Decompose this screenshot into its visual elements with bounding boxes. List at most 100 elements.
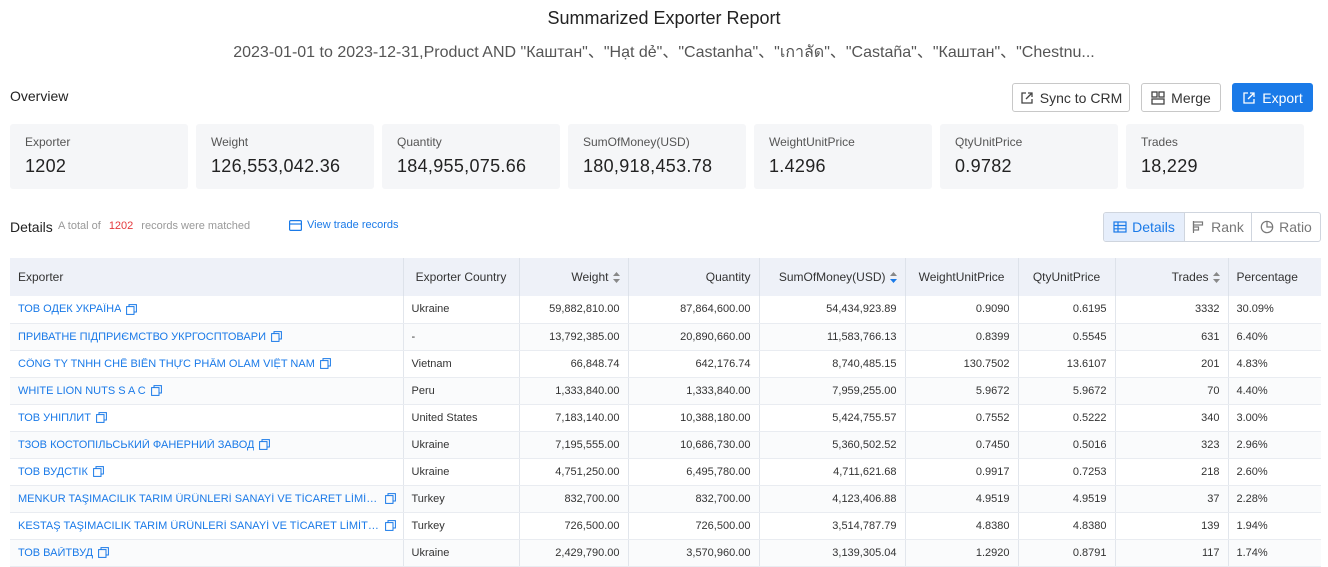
exporter-name-link[interactable]: MENKUR TAŞIMACILIK TARIM ÜRÜNLERİ SANAYİ…	[18, 492, 380, 505]
copy-icon[interactable]	[96, 412, 107, 423]
tab-ratio[interactable]: Ratio	[1251, 213, 1320, 241]
trades-cell: 139	[1114, 512, 1228, 540]
quantity-cell: 726,500.00	[627, 512, 759, 540]
copy-icon[interactable]	[319, 358, 331, 369]
weight-cell: 4,751,250.00	[518, 458, 628, 486]
exporter-cell[interactable]: ТОВ ВУДСТІК	[10, 458, 403, 486]
quantity-cell: 20,890,660.00	[627, 323, 759, 351]
column-header-exporter-country[interactable]: Exporter Country	[402, 258, 519, 296]
exporter-name-link[interactable]: CÔNG TY TNHH CHẾ BIẾN THỰC PHẨM OLAM VIỆ…	[18, 357, 315, 370]
exporter-name-link[interactable]: ТОВ ВАЙТВУД	[18, 546, 94, 559]
tab-details[interactable]: Details	[1104, 213, 1184, 241]
percentage-cell: 4.40%	[1227, 377, 1321, 405]
exporter-name-link[interactable]: KESTAŞ TAŞIMACILIK TARIM ÜRÜNLERİ SANAYİ…	[18, 519, 380, 532]
trades-cell: 340	[1114, 404, 1228, 432]
stat-value: 1202	[25, 156, 67, 176]
copy-icon[interactable]	[126, 303, 138, 315]
sort-desc-active-icon[interactable]	[889, 272, 897, 284]
copy-icon[interactable]	[150, 385, 162, 396]
copy-icon[interactable]	[385, 520, 396, 531]
qty-unit-price-cell: 4.8380	[1017, 512, 1115, 540]
country-cell: -	[402, 323, 519, 351]
sum-of-money-cell: 4,711,621.68	[758, 458, 905, 486]
exporter-cell[interactable]: WHITE LION NUTS S A C	[10, 377, 403, 405]
merge-button[interactable]: Merge	[1141, 83, 1221, 112]
table-row[interactable]: ПРИВАТНЕ ПІДПРИЄМСТВО УКРГОСПТОВАРИ -13,7…	[10, 323, 1321, 351]
stat-label: QtyUnitPrice	[955, 135, 1023, 149]
copy-icon[interactable]	[271, 331, 282, 342]
column-title: Trades	[1171, 270, 1209, 284]
export-icon	[1243, 91, 1255, 104]
exporter-name-link[interactable]: ПРИВАТНЕ ПІДПРИЄМСТВО УКРГОСПТОВАРИ	[18, 330, 266, 343]
trades-cell: 218	[1114, 458, 1228, 486]
exporter-cell[interactable]: ТЗОВ КОСТОПІЛЬСЬКИЙ ФАНЕРНИЙ ЗАВОД	[10, 431, 403, 459]
column-header-percentage[interactable]: Percentage	[1227, 258, 1321, 296]
column-header-quantity[interactable]: Quantity	[627, 258, 759, 296]
column-header-weight[interactable]: Weight	[518, 258, 628, 296]
stat-card-trades: Trades 18,229	[1126, 124, 1304, 189]
table-row[interactable]: ТОВ ВАЙТВУД Ukraine 2,429,790.00 3,570,960.…	[10, 539, 1321, 567]
sync-to-crm-label: Sync to CRM	[1039, 89, 1123, 106]
rank-bars-icon	[1193, 221, 1204, 233]
exporter-name-link[interactable]: ТОВ ВУДСТІК	[18, 465, 88, 478]
exporter-cell[interactable]: KESTAŞ TAŞIMACILIK TARIM ÜRÜNLERİ SANAYİ…	[10, 512, 403, 540]
exporter-table: Exporter Exporter Country Weight Quantit…	[10, 258, 1321, 567]
copy-icon[interactable]	[259, 439, 271, 450]
view-trade-records-link[interactable]: View trade records	[289, 219, 399, 231]
qty-unit-price-cell: 4.9519	[1017, 485, 1115, 513]
copy-icon[interactable]	[98, 547, 109, 558]
sort-icon[interactable]	[612, 272, 620, 284]
external-link-icon	[1021, 91, 1033, 104]
table-row[interactable]: MENKUR TAŞIMACILIK TARIM ÜRÜNLERİ SANAYİ…	[10, 485, 1321, 513]
qty-unit-price-cell: 13.6107	[1017, 350, 1115, 378]
table-row[interactable]: WHITE LION NUTS S A C Peru 1,333,840.00 1,3…	[10, 377, 1321, 405]
exporter-cell[interactable]: ТОВ УНІПЛИТ	[10, 404, 403, 432]
sort-icon[interactable]	[1212, 272, 1220, 284]
tab-rank[interactable]: Rank	[1184, 213, 1251, 241]
table-row[interactable]: KESTAŞ TAŞIMACILIK TARIM ÜRÜNLERİ SANAYİ…	[10, 512, 1321, 540]
stat-value: 18,229	[1141, 156, 1198, 176]
table-row[interactable]: ТОВ УНІПЛИТ United States 7,183,140.00 10,3…	[10, 404, 1321, 432]
exporter-cell[interactable]: ТОВ ОДЕК УКРАЇНА	[10, 296, 403, 324]
exporter-name-link[interactable]: WHITE LION NUTS S A C	[18, 384, 146, 397]
weight-cell: 2,429,790.00	[518, 539, 628, 567]
stat-value: 0.9782	[955, 156, 1012, 176]
exporter-name-link[interactable]: ТОВ ОДЕК УКРАЇНА	[18, 303, 122, 316]
column-header-weight-unit-price[interactable]: WeightUnitPrice	[904, 258, 1018, 296]
sync-to-crm-button[interactable]: Sync to CRM	[1012, 83, 1130, 112]
table-row[interactable]: ТОВ ВУДСТІК Ukraine 4,751,250.00 6,495,780.…	[10, 458, 1321, 486]
copy-icon[interactable]	[385, 493, 396, 504]
column-header-exporter[interactable]: Exporter	[10, 258, 403, 296]
percentage-cell: 2.60%	[1227, 458, 1321, 486]
matched-count: 1202	[108, 220, 134, 232]
table-row[interactable]: ТОВ ОДЕК УКРАЇНА Ukraine 59,882,810.00 87,8…	[10, 296, 1321, 324]
exporter-cell[interactable]: ПРИВАТНЕ ПІДПРИЄМСТВО УКРГОСПТОВАРИ	[10, 323, 403, 351]
copy-icon[interactable]	[92, 466, 104, 477]
table-row[interactable]: ТЗОВ КОСТОПІЛЬСЬКИЙ ФАНЕРНИЙ ЗАВОД Ukrain…	[10, 431, 1321, 459]
percentage-cell: 2.96%	[1227, 431, 1321, 459]
stat-value: 1.4296	[769, 156, 826, 176]
card-icon	[289, 219, 302, 231]
details-heading: Details	[10, 219, 53, 235]
percentage-cell: 6.40%	[1227, 323, 1321, 351]
sum-of-money-cell: 8,740,485.15	[758, 350, 905, 378]
column-header-trades[interactable]: Trades	[1114, 258, 1228, 296]
exporter-name-link[interactable]: ТЗОВ КОСТОПІЛЬСЬКИЙ ФАНЕРНИЙ ЗАВОД	[18, 438, 255, 451]
table-icon	[1113, 221, 1127, 233]
qty-unit-price-cell: 5.9672	[1017, 377, 1115, 405]
column-header-qty-unit-price[interactable]: QtyUnitPrice	[1017, 258, 1115, 296]
pie-chart-icon	[1260, 220, 1274, 234]
country-cell: Turkey	[402, 485, 519, 513]
column-title: Quantity	[705, 270, 751, 284]
exporter-name-link[interactable]: ТОВ УНІПЛИТ	[18, 411, 91, 424]
column-header-sum-of-money[interactable]: SumOfMoney(USD)	[758, 258, 905, 296]
weight-unit-price-cell: 0.9090	[904, 296, 1018, 324]
exporter-cell[interactable]: CÔNG TY TNHH CHẾ BIẾN THỰC PHẨM OLAM VIỆ…	[10, 350, 403, 378]
sum-of-money-cell: 5,424,755.57	[758, 404, 905, 432]
export-button[interactable]: Export	[1232, 83, 1313, 112]
table-row[interactable]: CÔNG TY TNHH CHẾ BIẾN THỰC PHẨM OLAM VIỆ…	[10, 350, 1321, 378]
exporter-cell[interactable]: MENKUR TAŞIMACILIK TARIM ÜRÜNLERİ SANAYİ…	[10, 485, 403, 513]
weight-unit-price-cell: 4.8380	[904, 512, 1018, 540]
exporter-cell[interactable]: ТОВ ВАЙТВУД	[10, 539, 403, 567]
column-title: Exporter Country	[415, 270, 507, 284]
